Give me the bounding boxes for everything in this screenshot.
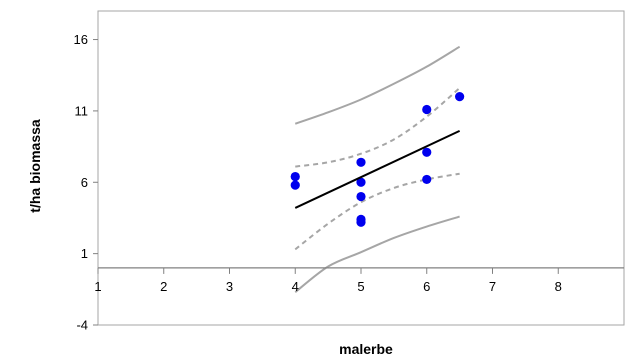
y-tick-label: 6 <box>81 175 88 190</box>
confidence-lower-band <box>294 172 460 251</box>
x-tick-label: 1 <box>94 279 101 294</box>
y-axis-title: t/ha biomassa <box>27 119 43 213</box>
data-point <box>356 177 366 187</box>
x-tick-label: 4 <box>292 279 299 294</box>
regression-line <box>294 129 461 209</box>
data-point <box>356 157 366 167</box>
data-point <box>290 171 300 182</box>
prediction-lower-band <box>294 215 460 293</box>
y-tick-label: 1 <box>81 246 88 261</box>
x-tick-label: 6 <box>423 279 430 294</box>
y-tick-label: 16 <box>74 32 88 47</box>
y-tick-label: 11 <box>75 103 89 118</box>
confidence-upper-band <box>295 87 461 168</box>
data-marks <box>290 92 465 227</box>
x-axis-title: malerbe <box>339 341 393 357</box>
plot-frame <box>97 10 625 326</box>
data-point <box>422 104 432 115</box>
x-tick-label: 7 <box>489 279 496 294</box>
data-point <box>455 92 465 102</box>
x-tick-label: 2 <box>160 279 167 294</box>
data-point <box>422 174 432 185</box>
data-point <box>356 191 366 202</box>
x-tick-label: 3 <box>226 279 233 294</box>
data-point <box>290 180 300 190</box>
x-tick-label: 5 <box>357 279 364 294</box>
data-point <box>422 147 432 157</box>
data-point <box>356 217 366 227</box>
x-tick-label: 8 <box>555 279 562 294</box>
y-tick-label: -4 <box>76 318 88 333</box>
prediction-upper-band <box>294 45 461 125</box>
